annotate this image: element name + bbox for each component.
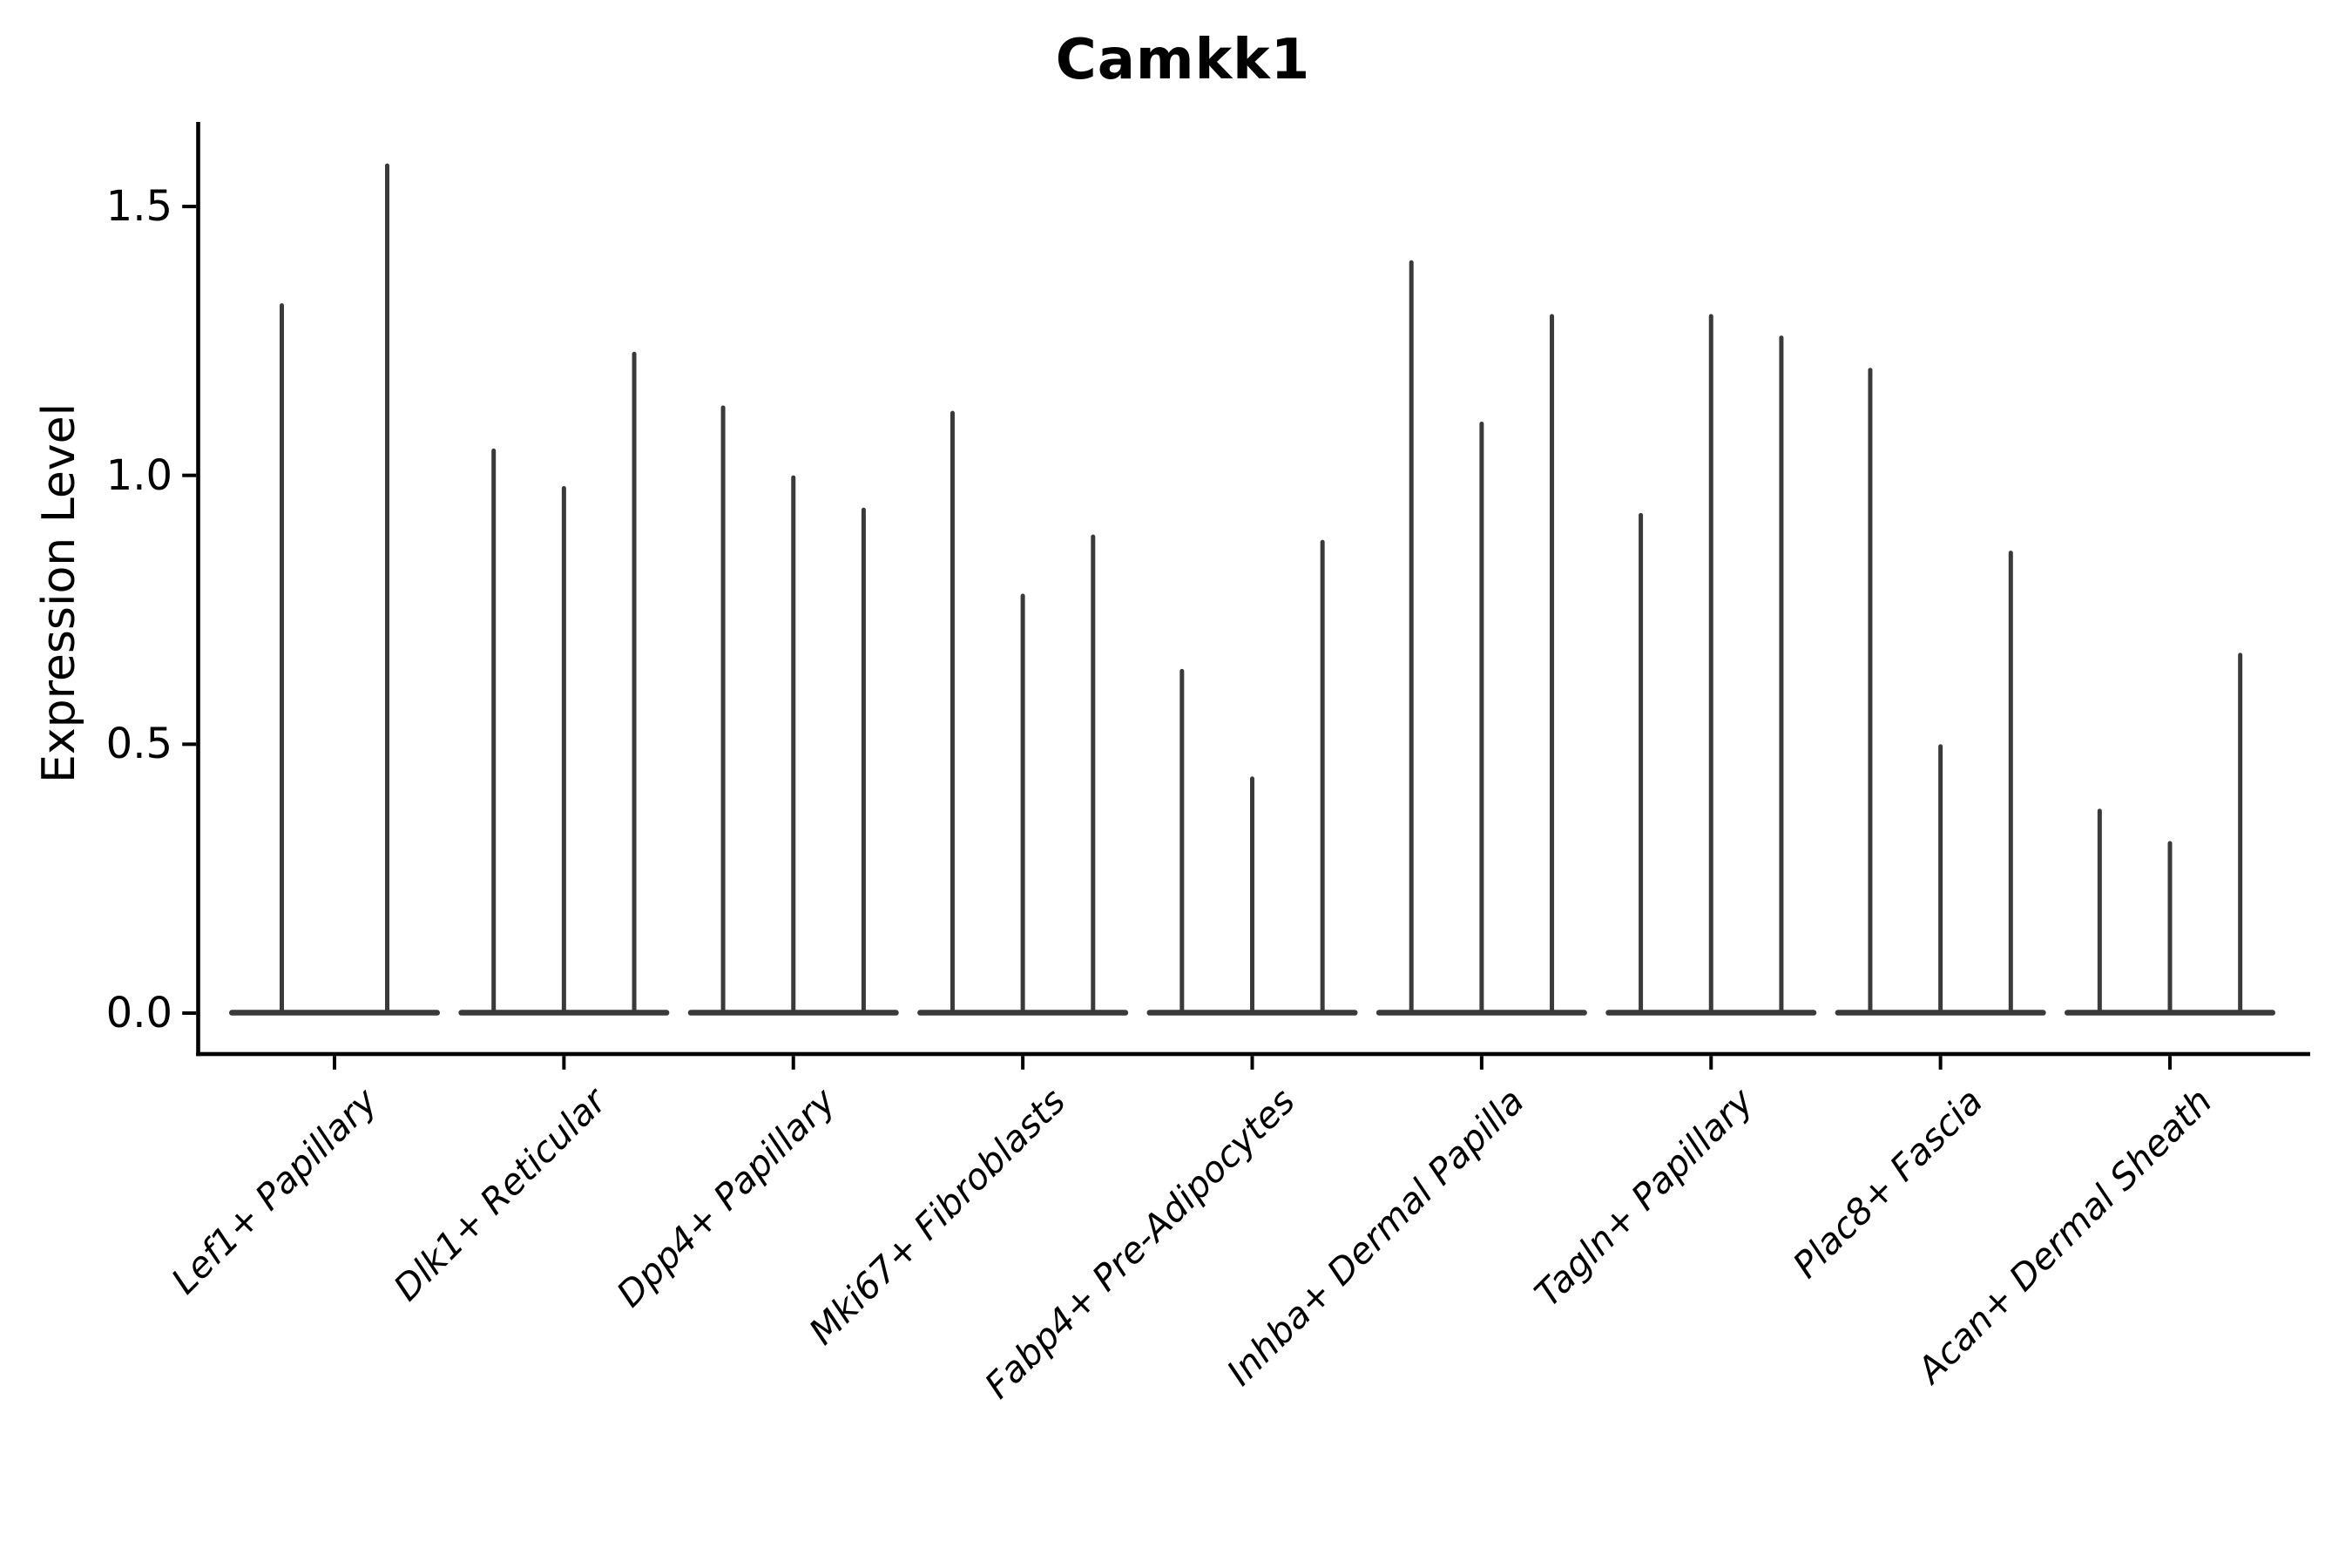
violin-spike — [1091, 534, 1096, 1015]
y-tick-label: 0.0 — [105, 989, 172, 1037]
violin-spike — [861, 507, 866, 1015]
violin-spike — [385, 163, 389, 1015]
violin-base — [1375, 1010, 1587, 1016]
violin-spike — [2167, 841, 2173, 1015]
violin-spike — [1409, 260, 1414, 1015]
y-tick — [182, 473, 197, 477]
violin-spike — [2097, 808, 2102, 1015]
left-spine — [196, 122, 200, 1057]
y-tick-label: 0.5 — [105, 720, 172, 769]
violin-spike — [1868, 368, 1873, 1015]
violin-spike — [1479, 421, 1484, 1016]
violin-base — [458, 1010, 670, 1016]
x-tick — [2168, 1056, 2172, 1070]
y-tick — [182, 205, 197, 209]
violin-spike — [1320, 539, 1325, 1015]
violin-spike — [2238, 652, 2243, 1015]
y-tick-label: 1.0 — [105, 450, 172, 500]
violin-spike — [1179, 668, 1185, 1015]
x-tick — [1479, 1056, 1484, 1070]
violin-spike — [1639, 512, 1644, 1015]
x-tick — [1250, 1056, 1254, 1070]
violin-spike — [1550, 314, 1555, 1015]
violin-base — [687, 1010, 899, 1016]
violin-spike — [491, 448, 497, 1015]
bottom-spine — [196, 1051, 2311, 1057]
x-tick — [1938, 1056, 1943, 1070]
violin-spike — [280, 303, 284, 1015]
violin-base — [1835, 1010, 2046, 1016]
y-tick — [182, 742, 197, 747]
violin-spike — [1250, 776, 1254, 1015]
violin-base — [1605, 1010, 1817, 1016]
violin-spike — [561, 486, 566, 1015]
violin-spike — [1708, 314, 1713, 1015]
y-axis-title: Expression Level — [33, 402, 85, 784]
violin-base — [229, 1010, 440, 1016]
x-tick — [1021, 1056, 1025, 1070]
x-tick — [791, 1056, 795, 1070]
violin-spike — [632, 351, 637, 1015]
violin-spike — [950, 410, 955, 1015]
violin-base — [917, 1010, 1129, 1016]
violin-spike — [1779, 335, 1784, 1015]
violin-spike — [720, 405, 726, 1015]
violin-spike — [1020, 593, 1025, 1015]
y-tick — [182, 1011, 197, 1015]
violin-spike — [791, 475, 796, 1015]
violin-spike — [1938, 744, 1943, 1015]
chart-title: Camkk1 — [1055, 28, 1311, 92]
violin-base — [1146, 1010, 1358, 1016]
x-tick — [1709, 1056, 1713, 1070]
x-tick — [562, 1056, 566, 1070]
y-tick-label: 1.5 — [105, 182, 172, 232]
x-tick — [333, 1056, 336, 1070]
violin-base — [2065, 1010, 2275, 1016]
violin-spike — [2008, 551, 2013, 1015]
